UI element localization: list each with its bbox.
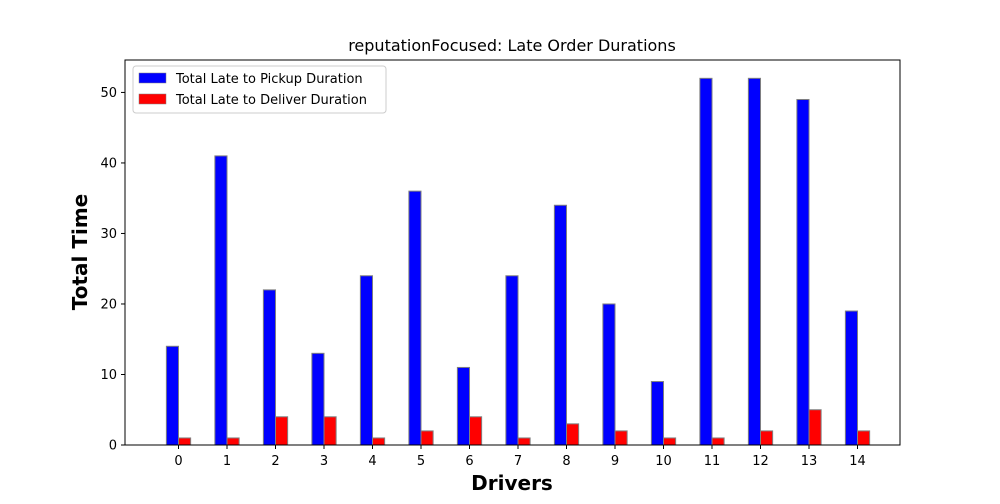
deliver-bar-driver-3 — [323, 416, 337, 446]
legend-label-pickup: Total Late to Pickup Duration — [175, 72, 363, 87]
legend-label-deliver: Total Late to Deliver Duration — [175, 93, 367, 108]
x-tick-label-13: 13 — [801, 454, 818, 469]
pickup-bar-driver-3 — [311, 352, 325, 446]
pickup-bar-driver-2 — [262, 289, 277, 446]
x-axis: 0 1 2 3 4 5 6 7 8 9 10 11 12 13 14 — [174, 445, 866, 469]
x-tick-label-14: 14 — [849, 454, 866, 469]
y-tick-label-20: 20 — [100, 297, 117, 312]
deliver-bar-driver-8 — [566, 423, 580, 446]
deliver-bar-driver-7 — [517, 437, 531, 446]
bars-group — [165, 77, 871, 446]
pickup-bar-driver-13 — [796, 98, 810, 446]
pickup-bar-driver-9 — [602, 303, 616, 446]
pickup-bar-driver-0 — [165, 345, 180, 446]
x-tick-label-10: 10 — [655, 454, 672, 469]
deliver-bar-driver-1 — [226, 437, 240, 446]
x-tick-label-7: 7 — [514, 454, 522, 469]
y-tick-label-10: 10 — [100, 368, 117, 383]
pickup-bar-driver-1 — [214, 155, 228, 446]
deliver-bar-driver-10 — [663, 437, 677, 446]
x-tick-label-8: 8 — [562, 454, 570, 469]
deliver-bar-driver-5 — [420, 430, 434, 446]
y-tick-label-0: 0 — [109, 439, 117, 454]
x-tick-label-3: 3 — [320, 454, 328, 469]
y-tick-label-50: 50 — [100, 86, 117, 101]
y-tick-label-40: 40 — [100, 156, 117, 171]
deliver-bar-driver-4 — [372, 437, 386, 446]
y-tick-label-30: 30 — [100, 227, 117, 242]
deliver-bar-driver-13 — [808, 409, 822, 446]
x-axis-label: Drivers — [471, 471, 553, 495]
legend-swatch-deliver — [138, 93, 167, 105]
y-axis: 0 10 20 30 40 50 — [100, 86, 125, 454]
legend-swatch-pickup — [138, 72, 167, 84]
x-tick-label-1: 1 — [223, 454, 231, 469]
x-tick-label-0: 0 — [174, 454, 182, 469]
x-tick-label-12: 12 — [752, 454, 769, 469]
deliver-bar-driver-11 — [711, 437, 725, 446]
plot-area-frame — [124, 59, 901, 446]
pickup-bar-driver-4 — [359, 275, 374, 446]
pickup-bar-driver-14 — [844, 310, 859, 446]
x-tick-label-11: 11 — [704, 454, 721, 469]
deliver-bar-driver-14 — [857, 430, 871, 446]
pickup-bar-driver-6 — [456, 366, 471, 446]
x-tick-label-2: 2 — [271, 454, 279, 469]
pickup-bar-driver-7 — [505, 275, 519, 446]
x-tick-label-5: 5 — [417, 454, 425, 469]
deliver-bar-driver-12 — [760, 430, 774, 446]
pickup-bar-driver-12 — [747, 77, 762, 446]
x-tick-label-9: 9 — [611, 454, 619, 469]
legend-frame — [132, 65, 387, 114]
x-tick-label-4: 4 — [368, 454, 376, 469]
pickup-bar-driver-5 — [408, 190, 422, 446]
deliver-bar-driver-6 — [469, 416, 483, 446]
pickup-bar-driver-10 — [650, 381, 665, 446]
deliver-bar-driver-0 — [178, 437, 192, 446]
pickup-bar-driver-11 — [699, 77, 713, 446]
legend: Total Late to Pickup Duration Total Late… — [132, 65, 387, 114]
deliver-bar-driver-9 — [614, 430, 628, 446]
chart-title: reputationFocused: Late Order Durations — [348, 36, 676, 55]
deliver-bar-driver-2 — [275, 416, 289, 446]
x-tick-label-6: 6 — [465, 454, 473, 469]
y-axis-label: Total Time — [68, 194, 92, 311]
pickup-bar-driver-8 — [553, 204, 568, 446]
